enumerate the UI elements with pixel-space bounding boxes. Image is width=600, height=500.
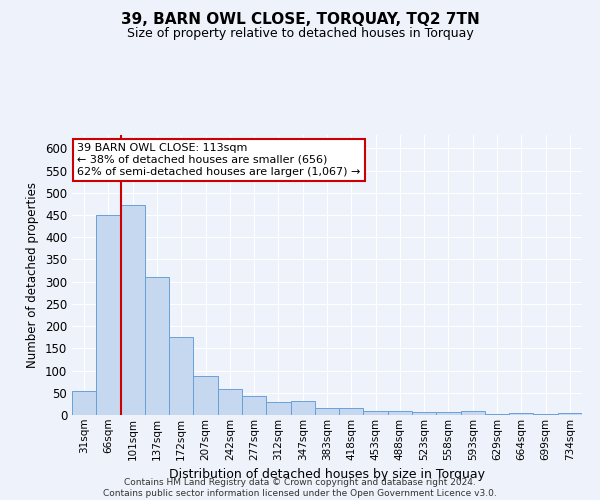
Text: 39 BARN OWL CLOSE: 113sqm
← 38% of detached houses are smaller (656)
62% of semi: 39 BARN OWL CLOSE: 113sqm ← 38% of detac… bbox=[77, 144, 361, 176]
Bar bbox=[533, 414, 558, 415]
Bar bbox=[121, 205, 145, 415]
Bar bbox=[339, 408, 364, 415]
Bar bbox=[485, 414, 509, 415]
Bar bbox=[558, 413, 582, 415]
Bar bbox=[461, 412, 485, 415]
Bar bbox=[509, 413, 533, 415]
Text: Contains HM Land Registry data © Crown copyright and database right 2024.
Contai: Contains HM Land Registry data © Crown c… bbox=[103, 478, 497, 498]
Bar bbox=[242, 396, 266, 415]
Text: 39, BARN OWL CLOSE, TORQUAY, TQ2 7TN: 39, BARN OWL CLOSE, TORQUAY, TQ2 7TN bbox=[121, 12, 479, 28]
Bar bbox=[193, 376, 218, 415]
Bar bbox=[145, 277, 169, 415]
Bar bbox=[388, 410, 412, 415]
Bar bbox=[218, 389, 242, 415]
Bar bbox=[290, 401, 315, 415]
Bar bbox=[169, 337, 193, 415]
Bar bbox=[96, 215, 121, 415]
X-axis label: Distribution of detached houses by size in Torquay: Distribution of detached houses by size … bbox=[169, 468, 485, 481]
Bar bbox=[364, 410, 388, 415]
Bar bbox=[72, 391, 96, 415]
Bar bbox=[436, 412, 461, 415]
Bar bbox=[412, 412, 436, 415]
Y-axis label: Number of detached properties: Number of detached properties bbox=[26, 182, 40, 368]
Text: Size of property relative to detached houses in Torquay: Size of property relative to detached ho… bbox=[127, 28, 473, 40]
Bar bbox=[266, 402, 290, 415]
Bar bbox=[315, 408, 339, 415]
